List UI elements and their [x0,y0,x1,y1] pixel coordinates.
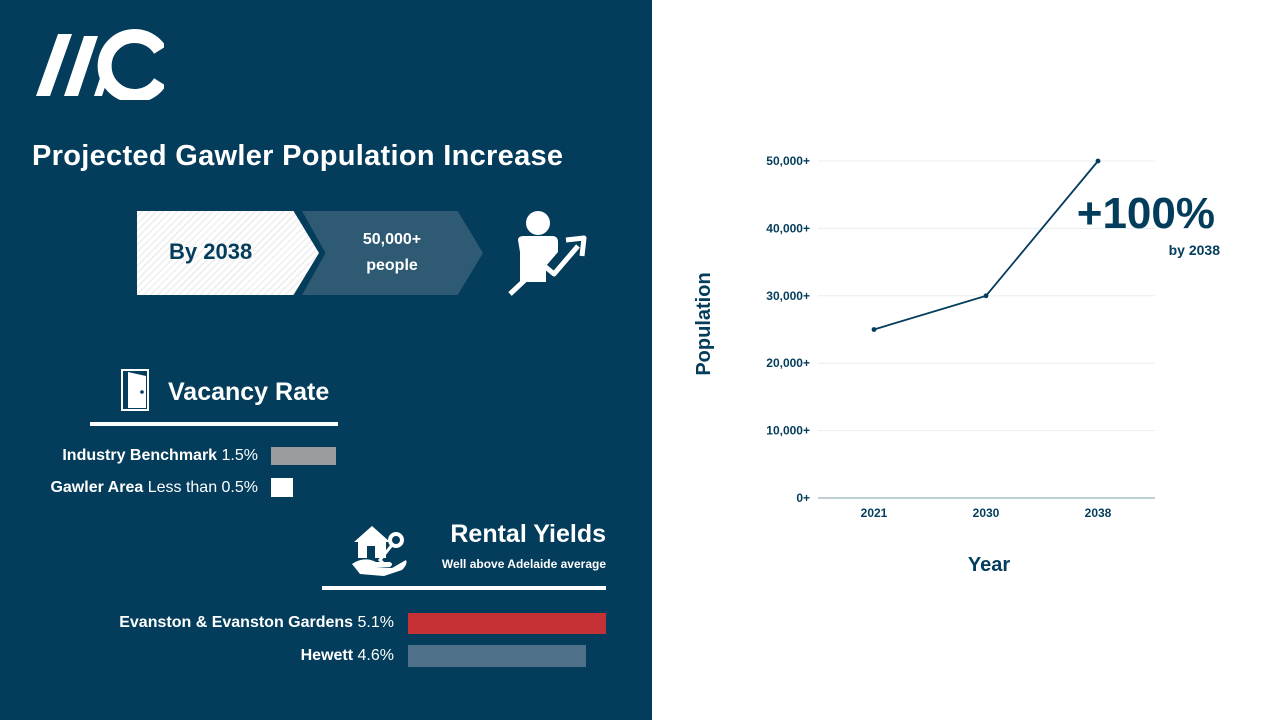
x-axis-label: Year [968,554,1010,576]
population-data-point [871,327,877,332]
y-tick-label: 10,000+ [766,424,810,438]
rental-row-value: 5.1% [357,614,394,631]
rental-row-value: 4.6% [357,647,394,664]
vacancy-bar-benchmark [271,447,336,465]
y-tick-label: 30,000+ [766,289,810,303]
x-tick-label: 2030 [973,506,1000,520]
vacancy-divider [90,422,338,426]
growth-annotation: +100% [1077,189,1215,238]
rental-row-evanston: Evanston & Evanston Gardens 5.1% [119,614,394,632]
chart-panel: 0+ 10,000+ 20,000+ 30,000+ 40,000+ 50,000+ 20… [652,0,1280,720]
rental-row-name: Evanston & Evanston Gardens [119,614,354,631]
rental-row-hewett: Hewett 4.6% [301,647,394,665]
y-tick-label: 40,000+ [766,221,810,235]
y-axis-label: Population [693,272,715,375]
door-icon [121,369,149,411]
x-axis-ticks: 2021 2030 2038 [861,506,1112,520]
population-data-point [983,293,989,299]
population-line-chart: 0+ 10,000+ 20,000+ 30,000+ 40,000+ 50,000+ 20… [693,154,1221,576]
y-tick-label: 0+ [796,491,810,505]
vacancy-row-gawler: Gawler Area Less than 0.5% [50,479,258,497]
vacancy-bar-gawler [271,478,293,497]
page-title: Projected Gawler Population Increase [32,140,564,172]
population-series-line [873,160,1099,331]
population-data-point [1095,158,1101,164]
y-tick-label: 50,000+ [766,154,810,168]
vacancy-row-value: 1.5% [221,447,258,464]
vacancy-row-name: Gawler Area [50,479,144,496]
projection-amount: 50,000+ [362,231,422,248]
vacancy-row-name: Industry Benchmark [62,447,218,464]
rental-bar-evanston [408,613,606,634]
aic-logo [36,29,164,100]
vacancy-row-benchmark: Industry Benchmark 1.5% [62,447,258,465]
rental-subtitle: Well above Adelaide average [441,557,606,571]
y-tick-label: 20,000+ [766,356,810,370]
projection-amount-chevron: 50,000+ people [302,211,483,295]
vacancy-title: Vacancy Rate [168,378,330,406]
person-growth-icon [508,211,587,296]
projection-year-chevron: By 2038 [137,211,319,295]
rental-row-name: Hewett [300,647,354,664]
info-panel: Projected Gawler Population Increase By … [0,0,652,720]
rental-divider [322,586,606,590]
x-tick-label: 2038 [1085,506,1112,520]
y-axis-ticks: 0+ 10,000+ 20,000+ 30,000+ 40,000+ 50,000+ [766,154,810,505]
chart-gridlines [818,160,1155,499]
house-key-hand-icon [352,526,407,576]
rental-bar-hewett [408,645,587,667]
projection-year-label: By 2038 [169,239,253,264]
growth-annotation-note: by 2038 [1169,242,1221,258]
projection-unit: people [366,257,418,274]
vacancy-row-value: Less than 0.5% [147,479,258,496]
chart-series [871,158,1101,332]
rental-title: Rental Yields [450,520,606,548]
x-tick-label: 2021 [861,506,888,520]
